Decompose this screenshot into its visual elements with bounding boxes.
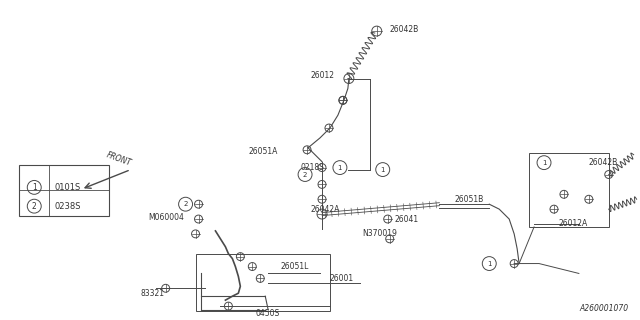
Text: 26001: 26001 [330, 274, 354, 283]
Text: 1: 1 [32, 183, 36, 192]
Text: 26012A: 26012A [559, 220, 588, 228]
Text: N370019: N370019 [362, 229, 397, 238]
Text: 1: 1 [380, 167, 385, 172]
Text: 1: 1 [542, 160, 547, 166]
Text: A260001070: A260001070 [580, 304, 628, 313]
Text: 0218S: 0218S [300, 163, 324, 172]
Text: FRONT: FRONT [105, 150, 132, 168]
Text: 2: 2 [184, 201, 188, 207]
Bar [196, 254, 330, 311]
Text: 26051A: 26051A [248, 147, 278, 156]
Text: 26042B: 26042B [589, 158, 618, 167]
Text: 26051B: 26051B [454, 195, 484, 204]
Text: 1: 1 [487, 260, 492, 267]
Text: 1: 1 [338, 164, 342, 171]
Text: 26042A: 26042A [310, 204, 339, 214]
Text: 2: 2 [32, 202, 36, 211]
Bar [529, 153, 609, 227]
Text: 0101S: 0101S [54, 183, 81, 192]
Text: 26042B: 26042B [390, 25, 419, 34]
Bar [19, 164, 109, 216]
Text: 83321: 83321 [141, 289, 164, 298]
Text: 26012: 26012 [310, 71, 334, 80]
Text: 26041: 26041 [395, 214, 419, 224]
Text: 0450S: 0450S [255, 308, 280, 317]
Text: 2: 2 [303, 172, 307, 178]
Text: M060004: M060004 [148, 212, 184, 221]
Text: 26051L: 26051L [280, 262, 308, 271]
Text: 0238S: 0238S [54, 202, 81, 211]
